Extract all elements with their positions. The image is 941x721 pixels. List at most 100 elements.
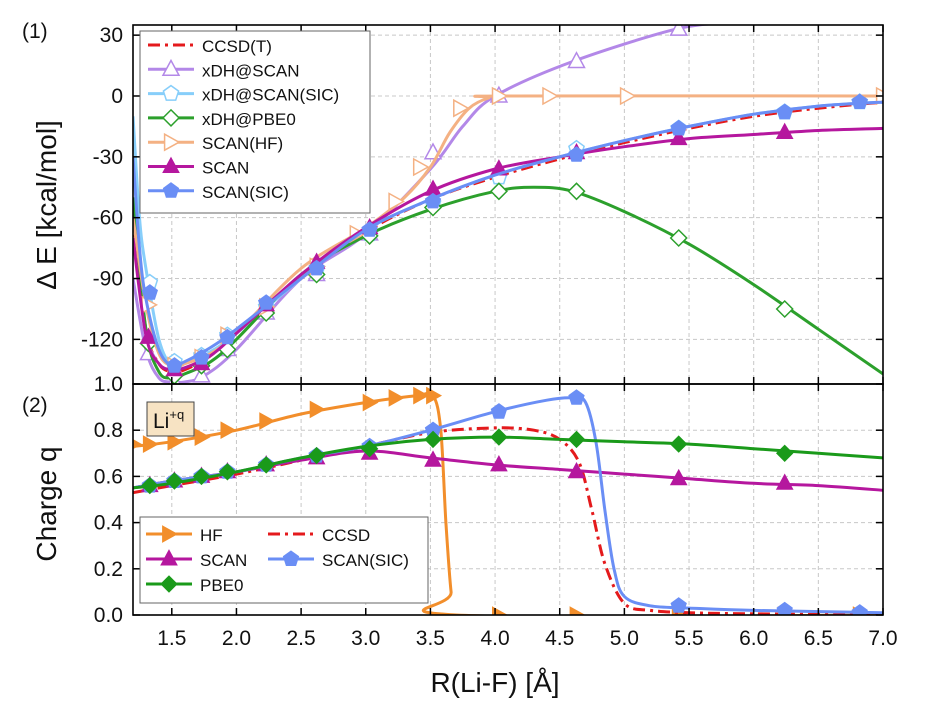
charge-marker-scan-sic [490,403,508,419]
charge-legend-label-pbe0: PBE0 [200,576,243,595]
energy-legend-marker-scan-hf [163,132,181,152]
energy-legend-marker-xdh-scan-sic [162,84,180,101]
charge-marker-pbe0 [165,472,184,490]
charge-axis-ticks: 0.0 0.2 0.4 0.6 0.8 1.0 1.5 2.0 2.5 3.0 3.5 4.0 4.5 5… [94,373,898,650]
energy-marker-scan [775,122,794,139]
x-tick-label: 5.0 [610,627,639,650]
energy-marker-scan-sic [219,328,236,345]
charge-series-line-pbe0 [133,435,883,490]
energy-legend-marker-scan [162,156,180,173]
energy-legend-marker-scan-sic [162,182,180,198]
charge-panel: 0.0 0.2 0.4 0.6 0.8 1.0 1.5 2.0 2.5 3.0 3.5 4.0 4.5 5… [22,373,898,698]
energy-marker-scan-sic [258,294,275,310]
x-tick-label: 3.5 [416,627,445,650]
x-tick-label: 4.5 [545,627,574,650]
energy-ytick-label: -120 [81,328,123,351]
energy-series [133,25,883,384]
energy-marker-scan [139,327,158,344]
charge-ytick-label: 0.6 [94,465,123,488]
charge-marker-scan-sic [851,604,868,615]
charge-panel-label: (2) [22,394,48,417]
charge-marker-scan-sic [568,389,585,405]
charge-marker-scan [424,450,442,467]
charge-marker-pbe0 [307,446,326,465]
charge-plot-frame [132,383,884,616]
energy-marker-scan-sic [424,192,442,209]
charge-legend-marker-scan-sic [282,550,300,566]
charge-legend-label-scan-sic: SCAN(SIC) [322,551,409,570]
energy-legend-label-scan: SCAN [202,159,249,178]
energy-ytick-label: -30 [93,146,123,169]
energy-legend-label-scan-hf: SCAN(HF) [202,134,283,153]
energy-legend: CCSD(T) xDH@SCAN xDH@SCAN(SIC) xDH@PBE0 SCAN… [139,30,371,214]
energy-marker-scan-hf [412,157,430,177]
charge-marker-hf [194,428,211,446]
charge-marker-scan-sic [670,597,687,613]
energy-marker-scan-hf [542,86,559,106]
charge-marker-scan [567,461,586,479]
charge-marker-pbe0 [141,476,159,495]
energy-marker-scan-hf [619,86,637,106]
charge-legend-marker-hf [162,525,179,543]
charge-legend-marker-scan [160,549,178,566]
energy-marker-xdh-pbe0 [775,299,794,319]
charge-ytick-label: 0.8 [94,419,123,442]
charge-marker-scan-sic [776,601,793,615]
energy-marker-scan [669,128,688,146]
energy-legend-label-xdh-scan-sic: xDH@SCAN(SIC) [202,86,339,105]
energy-marker-scan-sic [670,119,687,136]
charge-marker-pbe0 [669,435,688,453]
charge-legend-marker-pbe0 [160,575,178,593]
energy-marker-scan-hf [453,98,470,118]
charge-legend-label-scan: SCAN [200,551,247,570]
charge-marker-hf [220,421,237,440]
energy-marker-scan-sic [851,93,868,109]
x-tick-label: 6.5 [804,627,833,650]
energy-axis-ticks: 30 0 -30 -60 -90 -120 [81,24,884,384]
charge-marker-hf [492,606,508,615]
charge-series [133,386,883,615]
charge-series-line-hf [133,391,883,615]
energy-series-line-xdh-pbe0 [133,185,883,380]
energy-ytick-label: 30 [100,24,123,47]
energy-marker-xdh-pbe0 [489,182,508,201]
energy-marker-scan-hf [491,86,509,106]
x-tick-label: 4.0 [480,627,509,650]
charge-marker-hf [388,389,405,407]
energy-marker-scan-sic [166,357,183,373]
energy-marker-xdh-pbe0 [567,182,586,201]
charge-y-axis-label: Charge q [31,446,62,561]
charge-marker-hf [259,412,276,430]
energy-ytick-label: -60 [93,207,123,230]
energy-legend-marker-xdh-pbe0 [161,108,181,127]
charge-marker-scan [669,468,688,486]
charge-legend: HF SCAN PBE0 CCSD SCAN(SIC) [139,516,429,604]
charge-marker-hf [167,432,184,451]
charge-marker-pbe0 [424,430,442,449]
energy-marker-scan-sic [308,259,325,276]
charge-marker-pbe0 [192,467,211,486]
charge-ytick-label: 0.4 [94,512,124,535]
x-tick-label: 6.0 [739,627,768,650]
energy-marker-scan-sic [193,348,210,365]
charge-legend-label-hf: HF [200,526,223,545]
energy-panel: 30 0 -30 -60 -90 -120 (1) Δ E [kcal/mol] CCSD… [22,20,884,385]
charge-marker-hf [413,386,430,405]
x-tick-label: 7.0 [868,627,897,650]
charge-ytick-label: 0.0 [94,604,123,627]
energy-marker-xdh-scan [567,51,586,69]
energy-legend-label-scan-sic: SCAN(SIC) [202,183,289,202]
charge-marker-hf [142,435,159,453]
charge-marker-pbe0 [567,430,586,449]
annotation-superscript: +q [169,407,184,422]
x-tick-label: 3.0 [351,627,380,650]
charge-marker-scan [775,473,794,490]
charge-marker-hf [362,393,379,412]
annotation-base: Li [153,410,169,433]
charge-marker-pbe0 [360,439,379,458]
energy-marker-scan-sic [776,103,793,120]
energy-marker-xdh-scan [669,25,688,36]
energy-y-axis-label: Δ E [kcal/mol] [31,120,62,290]
energy-series-line-ccsd-t [133,100,883,374]
